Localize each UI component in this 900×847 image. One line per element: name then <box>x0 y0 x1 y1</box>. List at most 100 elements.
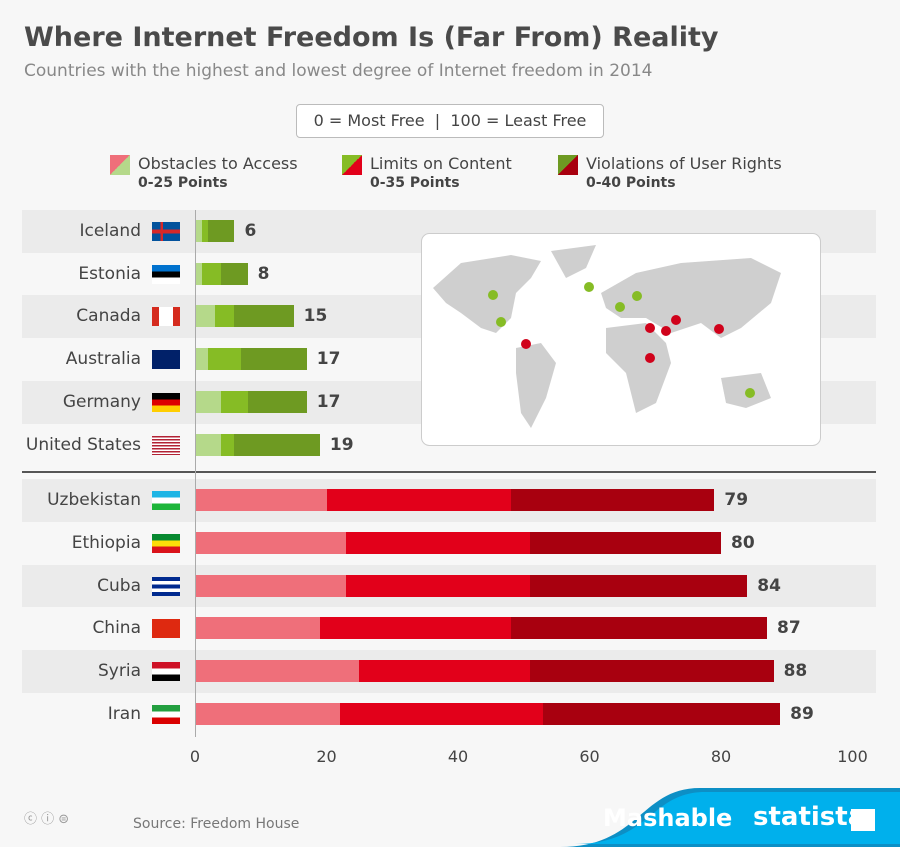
country-marker <box>521 339 531 349</box>
country-label: Ethiopia <box>71 532 141 553</box>
bar-segment <box>221 433 235 456</box>
x-tick-label: 60 <box>579 747 600 766</box>
country-marker <box>632 291 642 301</box>
country-label: Uzbekistan <box>47 490 141 510</box>
bar-row: Cuba 84 <box>22 564 876 608</box>
flag-icon <box>152 705 180 724</box>
bar-segment <box>195 220 202 242</box>
bar-segment <box>195 348 209 371</box>
flag-icon <box>152 576 180 596</box>
bar-row: Uzbekistan 79 <box>22 479 876 522</box>
bar-segment <box>326 489 511 511</box>
scale-note: 0 = Most Free | 100 = Least Free <box>296 104 604 138</box>
group-divider <box>22 471 876 473</box>
bar-segment <box>319 617 511 640</box>
bar-value-label: 15 <box>303 306 328 327</box>
cc-license-icons: ⓒ ⓘ ⊜ <box>24 812 70 827</box>
bar-segment <box>530 660 774 683</box>
bar-segment <box>208 220 235 242</box>
country-label: Australia <box>65 349 141 370</box>
country-marker <box>714 324 724 334</box>
bar-segment <box>346 574 531 597</box>
bar-segment <box>234 305 294 328</box>
x-tick-label: 0 <box>189 747 201 766</box>
bar-segment <box>530 531 721 554</box>
statista-icon <box>851 809 875 831</box>
flag-icon <box>152 350 180 370</box>
bar-segment <box>195 262 202 285</box>
bar-segment <box>359 660 531 683</box>
flag-icon <box>152 264 180 284</box>
bar-segment <box>195 617 320 640</box>
country-marker <box>671 315 681 325</box>
x-tick-label: 100 <box>837 747 868 766</box>
bar-segment <box>208 348 242 371</box>
flag-icon <box>152 662 180 682</box>
legend-swatch <box>110 155 130 175</box>
bar-value-label: 17 <box>316 391 341 412</box>
bar-segment <box>214 305 235 328</box>
footer: ⓒ ⓘ ⊜ Source: Freedom House Mashable sta… <box>0 778 900 847</box>
country-marker <box>745 388 755 398</box>
axis-baseline <box>195 210 196 737</box>
bar-value-label: 89 <box>790 704 814 724</box>
country-label: Cuba <box>97 575 141 596</box>
bar-value-label: 6 <box>244 221 257 241</box>
country-marker <box>645 323 655 333</box>
country-label: United States <box>25 434 141 455</box>
bar-segment <box>530 574 748 597</box>
country-marker <box>645 353 655 363</box>
bar-value-label: 84 <box>757 575 781 596</box>
bar-value-label: 19 <box>329 434 354 455</box>
bar-segment <box>195 531 347 554</box>
flag-icon <box>152 491 180 510</box>
bar-segment <box>234 433 320 456</box>
country-label: Syria <box>98 661 141 682</box>
legend-rights: Violations of User Rights 0-40 Points <box>558 154 782 191</box>
chart-subtitle: Countries with the highest and lowest de… <box>24 61 653 81</box>
bar-segment <box>195 660 360 683</box>
country-label: Iceland <box>79 221 141 241</box>
footer-wave <box>560 788 900 847</box>
bar-segment <box>195 489 327 511</box>
country-marker <box>615 302 625 312</box>
bar-segment <box>195 574 347 597</box>
bar-value-label: 88 <box>783 661 808 682</box>
legend-swatch <box>342 155 362 175</box>
x-tick-label: 40 <box>447 747 469 766</box>
bar-value-label: 17 <box>316 349 341 370</box>
country-label: Germany <box>62 391 141 412</box>
world-map <box>421 233 821 446</box>
bar-segment <box>247 390 307 413</box>
legend-range: 0-35 Points <box>370 175 460 191</box>
legend-content: Limits on Content 0-35 Points <box>342 154 512 191</box>
bar-segment <box>241 348 307 371</box>
bar-segment <box>201 220 209 242</box>
bar-segment <box>339 703 544 725</box>
bar-row: Ethiopia 80 <box>22 521 876 565</box>
x-tick-label: 20 <box>316 747 337 766</box>
legend-range: 0-25 Points <box>138 175 228 191</box>
bar-segment <box>510 617 768 640</box>
country-marker <box>496 317 506 327</box>
country-label: Iran <box>107 704 141 724</box>
flag-icon <box>152 435 180 455</box>
flag-icon <box>152 619 180 639</box>
bar-segment <box>346 531 531 554</box>
statista-logo: statista <box>753 802 866 832</box>
country-label: China <box>92 618 141 639</box>
bar-segment <box>543 703 781 725</box>
legend-obstacles: Obstacles to Access 0-25 Points <box>110 154 298 191</box>
bar-segment <box>510 489 715 511</box>
country-marker <box>488 290 498 300</box>
flag-icon <box>152 222 180 241</box>
chart-title: Where Internet Freedom Is (Far From) Rea… <box>24 22 719 53</box>
bar-value-label: 80 <box>731 532 755 553</box>
country-label: Canada <box>76 306 141 327</box>
bar-row: Syria 88 <box>22 650 876 694</box>
country-marker <box>584 282 594 292</box>
flag-icon <box>152 307 180 327</box>
flag-icon <box>152 533 180 553</box>
flag-icon <box>152 392 180 412</box>
bar-segment <box>201 262 222 285</box>
